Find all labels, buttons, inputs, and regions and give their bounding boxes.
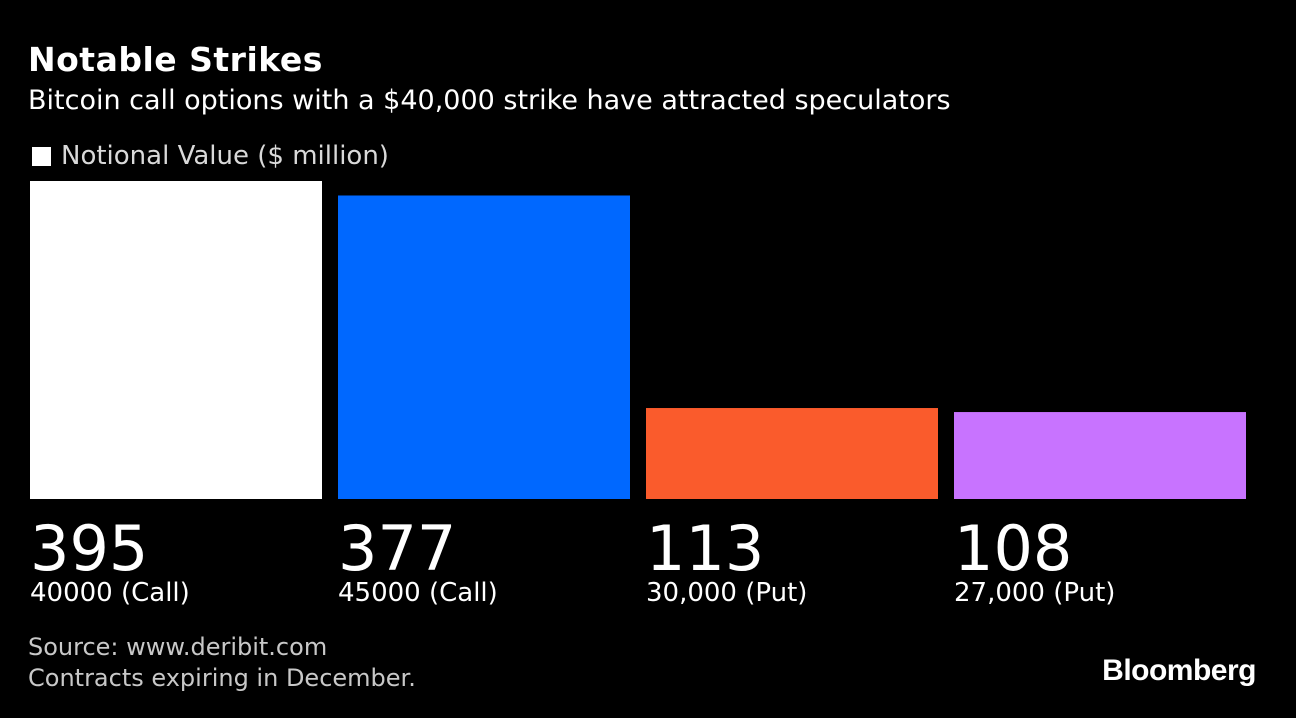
bar-value-label-1: 377 [338,512,456,585]
bar-value-label-2: 113 [646,512,764,585]
bar-1 [338,195,630,499]
source-text: Source: www.deribit.com [28,633,328,661]
chart-title: Notable Strikes [28,40,323,79]
legend: Notional Value ($ million) [32,141,389,171]
bar-category-label-1: 45000 (Call) [338,578,498,608]
bar-3 [954,412,1246,499]
bar-category-label-0: 40000 (Call) [30,578,190,608]
bar-0 [30,181,322,499]
legend-label: Notional Value ($ million) [61,141,389,171]
footnote-text: Contracts expiring in December. [28,664,416,692]
source-note: Source: www.deribit.com Contracts expiri… [28,632,416,694]
bar-2 [646,408,938,499]
bar-value-label-0: 395 [30,512,148,585]
legend-swatch [32,146,51,166]
chart-subtitle: Bitcoin call options with a $40,000 stri… [28,85,951,116]
bloomberg-logo: Bloomberg [1102,654,1256,687]
bar-category-label-2: 30,000 (Put) [646,578,807,608]
bar-value-label-3: 108 [954,512,1072,585]
bar-category-label-3: 27,000 (Put) [954,578,1115,608]
